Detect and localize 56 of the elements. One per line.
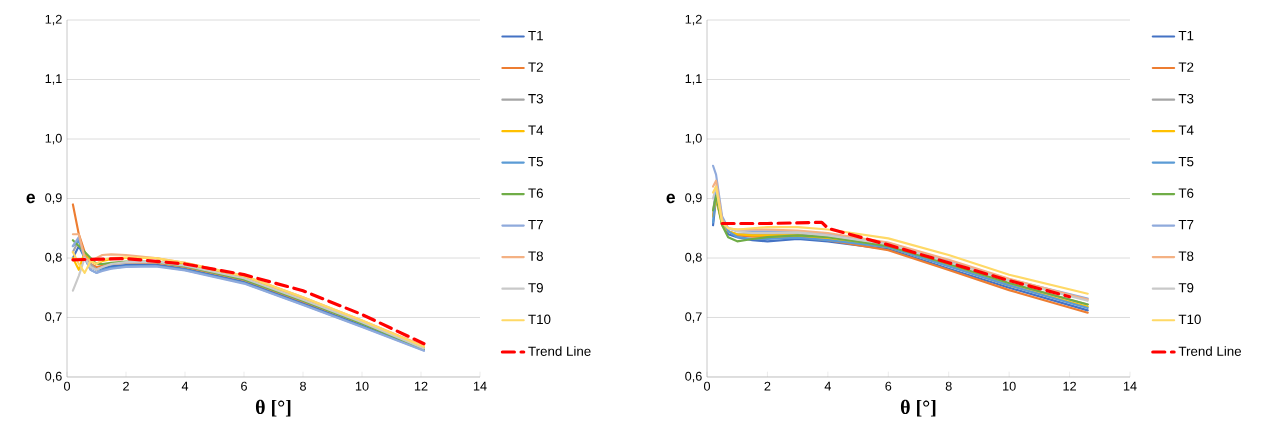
y-tick-label: 0,9 (45, 193, 62, 204)
legend-label: T5 (1178, 156, 1194, 167)
legend-label: T7 (528, 220, 543, 230)
x-tick-label: 0 (63, 381, 71, 391)
x-axis-title: θ [°] (900, 399, 936, 417)
x-tick-label: 6 (885, 381, 892, 391)
legend-label: T2 (528, 62, 543, 72)
legend-label: T9 (528, 283, 543, 293)
y-axis-title: e (26, 193, 35, 204)
legend-label: T8 (1178, 251, 1194, 261)
x-tick-label: 0 (703, 381, 711, 391)
legend-label: T2 (1178, 62, 1194, 72)
legend-label: Trend Line (528, 346, 591, 356)
y-tick-label: 0,8 (685, 252, 702, 264)
legend-label: T10 (528, 314, 551, 325)
legend-label: Trend Line (1178, 346, 1242, 356)
x-tick-label: 10 (355, 381, 369, 391)
legend-label: T1 (528, 30, 543, 41)
x-tick-label: 14 (473, 381, 487, 391)
y-tick-label: 1,0 (45, 133, 62, 145)
y-tick-label: 0,7 (685, 312, 702, 323)
legend-label: T7 (1178, 220, 1194, 230)
legend-label: T6 (528, 188, 543, 198)
y-tick-label: 1,0 (685, 133, 702, 145)
y-axis-title: e (666, 193, 675, 204)
y-tick-label: 0,6 (685, 371, 702, 383)
x-tick-label: 10 (1003, 381, 1016, 391)
legend-label: T4 (528, 125, 544, 135)
x-tick-label: 4 (824, 381, 832, 391)
x-tick-label: 12 (1063, 381, 1076, 391)
legend-label: T3 (1178, 93, 1194, 104)
x-tick-label: 14 (1123, 381, 1137, 391)
x-tick-label: 8 (945, 381, 952, 391)
y-tick-label: 1,2 (45, 14, 62, 26)
legend-label: T8 (528, 251, 543, 261)
y-tick-label: 1,1 (45, 74, 62, 85)
y-tick-label: 0,6 (45, 371, 62, 383)
y-tick-label: 0,8 (45, 252, 62, 264)
x-axis-title: θ [°] (255, 399, 291, 417)
x-tick-label: 6 (241, 381, 247, 391)
legend-label: T1 (1178, 30, 1194, 41)
x-tick-label: 12 (414, 381, 428, 391)
x-tick-label: 8 (300, 381, 306, 391)
legend-label: T5 (528, 156, 543, 167)
y-tick-label: 1,2 (685, 14, 702, 26)
legend-label: T9 (1178, 283, 1194, 293)
y-tick-label: 1,1 (685, 74, 702, 85)
y-tick-label: 0,7 (45, 312, 62, 323)
x-tick-label: 4 (181, 381, 189, 391)
legend-label: T10 (1178, 314, 1201, 325)
legend-label: T6 (1178, 188, 1194, 198)
y-tick-label: 0,9 (685, 193, 702, 204)
x-tick-label: 2 (123, 381, 129, 391)
x-tick-label: 2 (764, 381, 771, 391)
legend-label: T3 (528, 93, 543, 104)
legend-label: T4 (1178, 125, 1194, 135)
